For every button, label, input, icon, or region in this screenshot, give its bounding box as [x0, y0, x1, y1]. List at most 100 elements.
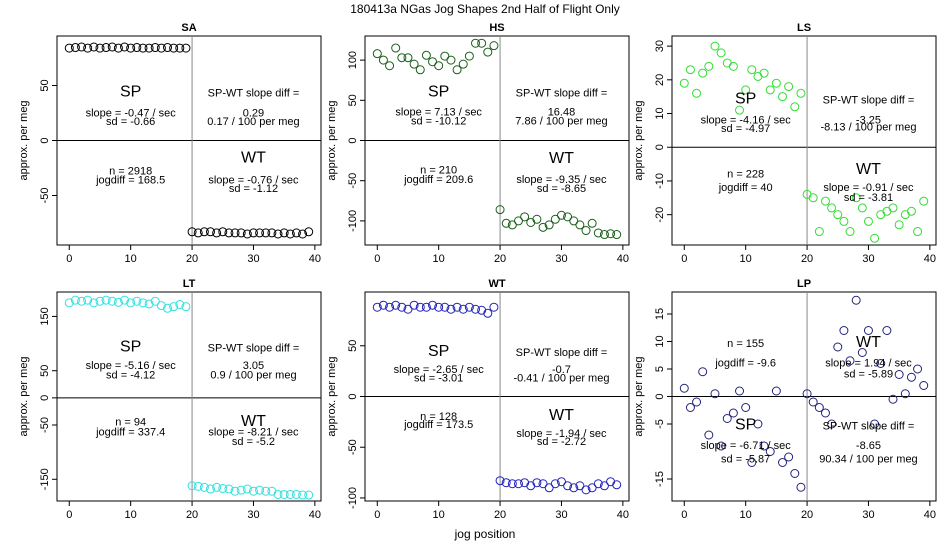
wt-point-ls	[845, 227, 855, 237]
annotation-ls: SP	[735, 90, 756, 107]
wt-point-hs	[606, 229, 616, 239]
x-tick-label-lt: 40	[309, 509, 321, 521]
sp-point-lp	[759, 441, 769, 451]
wt-point-sa	[212, 228, 222, 238]
sp-point-hs	[464, 51, 474, 61]
sp-point-lt	[126, 298, 136, 308]
annotation-lp: 90.34 / 100 per meg	[819, 454, 917, 466]
wt-point-wt	[563, 481, 573, 491]
wt-point-lt	[304, 490, 314, 500]
annotation-lp: WT	[856, 334, 881, 351]
sp-point-wt	[421, 302, 431, 312]
sp-point-ls	[722, 58, 732, 68]
sp-point-hs	[428, 57, 438, 67]
sp-point-hs	[415, 65, 425, 75]
wt-point-lt	[218, 484, 228, 494]
sp-point-lp	[716, 441, 726, 451]
sp-point-lp	[710, 389, 720, 399]
annotation-ls: sd = -3.81	[844, 192, 893, 204]
annotation-sa: WT	[241, 150, 266, 167]
x-tick-label-hs: 20	[494, 253, 506, 265]
annotation-hs: jogdiff = 209.6	[403, 174, 473, 186]
sp-point-wt	[464, 302, 474, 312]
x-tick-label-sa: 0	[66, 253, 72, 265]
annotation-hs: 16.48	[548, 107, 576, 119]
wt-point-hs	[520, 212, 530, 222]
y-tick-label-ls: -10	[654, 173, 666, 189]
wt-point-lp	[876, 359, 886, 368]
panel-hs: HS 0 10 20 30 40 -100 -50 0 50 100 approx. per meg S…	[326, 22, 630, 265]
sp-point-lp	[698, 367, 708, 377]
sp-point-lp	[796, 482, 806, 492]
wt-point-sa	[242, 229, 252, 239]
sp-point-lt	[113, 297, 123, 307]
sp-point-hs	[489, 41, 499, 51]
y-tick-label-lp: -5	[654, 419, 666, 429]
annotation-hs: sd = -8.65	[537, 183, 586, 195]
plot-frame-ls	[671, 35, 937, 246]
annotation-lp: SP-WT slope diff =	[823, 421, 915, 433]
wt-point-lt	[187, 481, 197, 491]
sp-point-hs	[403, 53, 413, 63]
sp-point-ls	[771, 78, 781, 88]
wt-point-hs	[544, 220, 554, 230]
wt-point-hs	[612, 230, 622, 240]
sp-point-wt	[471, 304, 481, 314]
annotation-sa: sd = -1.12	[229, 183, 278, 195]
y-tick-label-hs: -100	[347, 210, 359, 232]
wt-point-wt	[538, 479, 548, 489]
y-axis-label-hs: approx. per meg	[326, 100, 338, 180]
annotation-lt: sd = -5.2	[232, 436, 275, 448]
wt-point-hs	[513, 216, 523, 226]
sp-point-lt	[107, 296, 117, 306]
x-tick-label-hs: 30	[555, 253, 567, 265]
wt-point-lp	[827, 419, 837, 429]
wt-point-sa	[285, 229, 295, 239]
figure-xlabel: jog position	[454, 527, 516, 541]
wt-point-sa	[291, 228, 301, 238]
sp-point-wt	[452, 302, 462, 312]
sp-point-hs	[409, 59, 419, 69]
wt-point-sa	[218, 227, 228, 237]
annotation-lp: slope = -6.71 / sec	[701, 440, 792, 452]
x-tick-label-lp: 10	[740, 509, 752, 521]
sp-point-lt	[150, 296, 160, 306]
wt-point-lt	[279, 489, 289, 499]
sp-point-lt	[175, 299, 185, 309]
annotation-sa: slope = -0.76 / sec	[208, 174, 299, 186]
x-tick-label-hs: 40	[617, 253, 629, 265]
annotation-wt: -0.7	[552, 364, 571, 376]
wt-point-hs	[526, 217, 536, 227]
annotation-hs: slope = -9.35 / sec	[516, 174, 607, 186]
sp-point-lt	[163, 303, 173, 313]
wt-point-sa	[304, 227, 314, 237]
wt-point-hs	[550, 214, 560, 224]
x-tick-label-wt: 0	[374, 509, 380, 521]
sp-point-sa	[163, 43, 173, 53]
sp-point-sa	[89, 42, 99, 52]
wt-point-ls	[857, 203, 867, 213]
sp-point-sa	[120, 42, 130, 52]
annotation-lp: sd = -5.89	[844, 368, 893, 380]
wt-point-lt	[224, 484, 234, 494]
wt-point-lt	[298, 490, 308, 500]
sp-point-lt	[169, 302, 179, 312]
sp-point-ls	[716, 48, 726, 58]
x-tick-label-ls: 40	[924, 253, 936, 265]
sp-point-hs	[477, 38, 487, 48]
wt-point-ls	[870, 233, 880, 243]
sp-point-lp	[741, 403, 751, 412]
sp-point-lt	[95, 296, 105, 306]
sp-point-hs	[421, 50, 431, 60]
wt-point-sa	[261, 228, 271, 238]
wt-point-ls	[863, 216, 873, 226]
wt-point-ls	[827, 203, 837, 213]
x-tick-label-ls: 0	[681, 253, 687, 265]
sp-point-ls	[692, 88, 702, 98]
panel-title-wt: WT	[488, 278, 505, 290]
panel-title-sa: SA	[181, 22, 196, 34]
wt-point-wt	[581, 485, 591, 495]
annotation-ls: WT	[856, 161, 881, 178]
sp-point-lp	[765, 447, 775, 456]
wt-point-hs	[501, 218, 511, 228]
